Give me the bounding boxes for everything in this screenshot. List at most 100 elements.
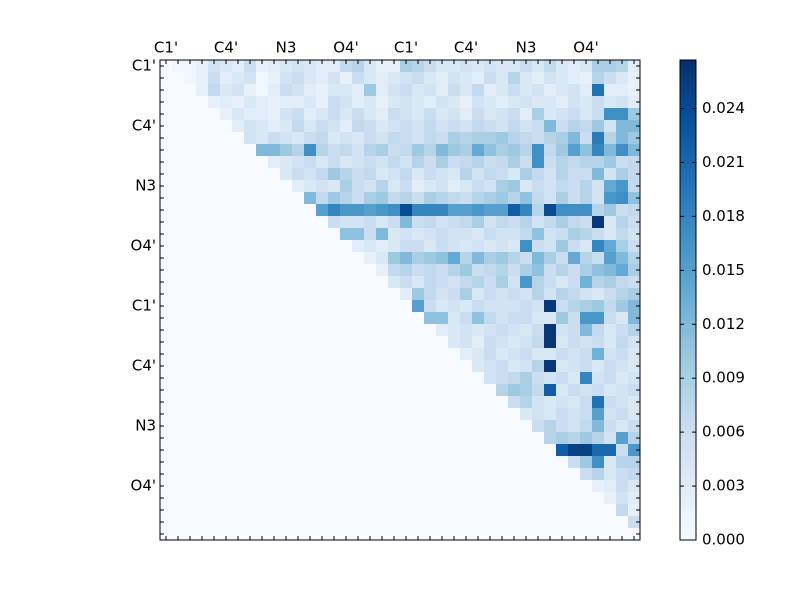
heatmap-cell xyxy=(160,504,173,517)
heatmap-cell xyxy=(568,264,581,277)
heatmap-cell xyxy=(208,72,221,85)
heatmap-cell xyxy=(532,108,545,121)
heatmap-cell xyxy=(460,336,473,349)
heatmap-cell xyxy=(304,192,317,205)
heatmap-cell xyxy=(628,372,641,385)
heatmap-cell xyxy=(556,456,569,469)
heatmap-cell xyxy=(244,96,257,109)
heatmap-cell xyxy=(388,252,401,265)
heatmap-cell xyxy=(604,168,617,181)
heatmap-cell xyxy=(352,360,365,373)
heatmap-cell xyxy=(268,528,281,541)
heatmap-cell xyxy=(256,480,269,493)
heatmap-cell xyxy=(412,480,425,493)
heatmap-cell xyxy=(256,420,269,433)
heatmap-cell xyxy=(544,324,557,337)
heatmap-cell xyxy=(592,240,605,253)
heatmap-cell xyxy=(340,240,353,253)
heatmap-cell xyxy=(376,432,389,445)
heatmap-cell xyxy=(592,108,605,121)
colorbar-frame xyxy=(679,59,697,541)
heatmap-cell xyxy=(568,168,581,181)
heatmap-cell xyxy=(316,108,329,121)
heatmap-cell xyxy=(172,432,185,445)
heatmap-cell xyxy=(376,516,389,529)
heatmap-cell xyxy=(532,420,545,433)
heatmap-cell xyxy=(508,228,521,241)
heatmap-cell xyxy=(448,264,461,277)
colorbar-slice xyxy=(680,520,696,525)
heatmap-cell xyxy=(364,144,377,157)
heatmap-cell xyxy=(424,156,437,169)
colorbar-slice xyxy=(680,532,696,537)
colorbar-slice xyxy=(680,524,696,529)
heatmap-cell xyxy=(556,156,569,169)
heatmap-cell xyxy=(412,492,425,505)
heatmap-cell xyxy=(364,396,377,409)
heatmap-cell xyxy=(616,120,629,133)
heatmap-cell xyxy=(196,72,209,85)
heatmap-cell xyxy=(580,168,593,181)
heatmap-cell xyxy=(556,264,569,277)
heatmap-cell xyxy=(328,384,341,397)
heatmap-cell xyxy=(496,456,509,469)
heatmap-cell xyxy=(436,144,449,157)
heatmap-cell xyxy=(184,360,197,373)
heatmap-cell xyxy=(196,300,209,313)
heatmap-cell xyxy=(220,504,233,517)
heatmap-cell xyxy=(256,360,269,373)
heatmap-cell xyxy=(616,360,629,373)
heatmap-cell xyxy=(316,420,329,433)
heatmap-cell xyxy=(340,144,353,157)
heatmap-cell xyxy=(316,348,329,361)
heatmap-cell xyxy=(280,348,293,361)
heatmap-cell xyxy=(508,348,521,361)
heatmap-cell xyxy=(520,132,533,145)
heatmap-cell xyxy=(256,312,269,325)
heatmap-cell xyxy=(568,96,581,109)
heatmap-cell xyxy=(208,84,221,97)
heatmap-cell xyxy=(196,456,209,469)
colorbar-slice xyxy=(680,260,696,265)
heatmap-cell xyxy=(172,240,185,253)
heatmap-cell xyxy=(268,156,281,169)
heatmap-cell xyxy=(184,288,197,301)
heatmap-cell xyxy=(352,516,365,529)
heatmap-cell xyxy=(196,132,209,145)
heatmap-cell xyxy=(340,372,353,385)
heatmap-cell xyxy=(292,372,305,385)
heatmap-cell xyxy=(304,288,317,301)
heatmap-cell xyxy=(544,108,557,121)
heatmap-cell xyxy=(244,324,257,337)
heatmap-cell xyxy=(472,168,485,181)
heatmap-cell xyxy=(628,456,641,469)
colorbar-slice xyxy=(680,256,696,261)
heatmap-cell xyxy=(580,372,593,385)
colorbar-slice xyxy=(680,280,696,285)
heatmap-cell xyxy=(208,492,221,505)
heatmap-cell xyxy=(580,516,593,529)
heatmap-cell xyxy=(328,504,341,517)
heatmap-cell xyxy=(280,276,293,289)
heatmap-cell xyxy=(472,516,485,529)
heatmap-cell xyxy=(160,276,173,289)
heatmap-cell xyxy=(208,108,221,121)
heatmap-cell xyxy=(484,156,497,169)
heatmap-cell xyxy=(496,228,509,241)
heatmap-cell xyxy=(580,384,593,397)
heatmap-cell xyxy=(520,528,533,541)
heatmap-cell xyxy=(364,264,377,277)
heatmap-cell xyxy=(256,144,269,157)
heatmap-cell xyxy=(208,480,221,493)
heatmap-cell xyxy=(388,96,401,109)
heatmap-cell xyxy=(616,348,629,361)
heatmap-cell xyxy=(184,240,197,253)
heatmap-cell xyxy=(400,216,413,229)
heatmap-cell xyxy=(580,504,593,517)
heatmap-cell xyxy=(484,384,497,397)
heatmap-cell xyxy=(232,180,245,193)
heatmap-cell xyxy=(628,360,641,373)
heatmap-cell xyxy=(352,420,365,433)
heatmap-cell xyxy=(580,408,593,421)
heatmap-cell xyxy=(376,288,389,301)
